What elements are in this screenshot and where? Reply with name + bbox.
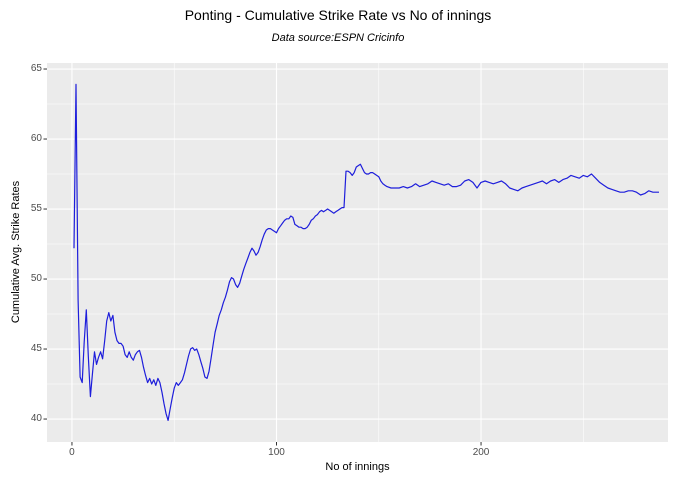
x-tick-label: 100 xyxy=(268,447,285,458)
y-axis-title: Cumulative Avg. Strike Rates xyxy=(10,180,22,324)
x-axis-title: No of innings xyxy=(325,461,390,473)
strike-rate-line xyxy=(73,83,659,421)
y-tick-label: 65 xyxy=(30,63,42,75)
x-tick-label: 200 xyxy=(472,447,490,458)
chart-title: Ponting - Cumulative Strike Rate vs No o… xyxy=(184,7,492,23)
line-plot-svg xyxy=(43,63,668,446)
chart-subtitle: Data source:ESPN Cricinfo xyxy=(271,32,405,44)
y-tick-label: 60 xyxy=(30,133,42,145)
plot-panel xyxy=(43,63,668,446)
y-tick-label: 50 xyxy=(30,273,42,285)
y-tick-label: 40 xyxy=(30,413,42,425)
x-tick-label: 0 xyxy=(69,447,75,458)
y-tick-label: 45 xyxy=(30,343,42,355)
y-tick-label: 55 xyxy=(30,203,42,215)
